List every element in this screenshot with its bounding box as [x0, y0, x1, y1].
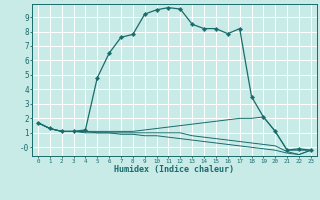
- X-axis label: Humidex (Indice chaleur): Humidex (Indice chaleur): [115, 165, 234, 174]
